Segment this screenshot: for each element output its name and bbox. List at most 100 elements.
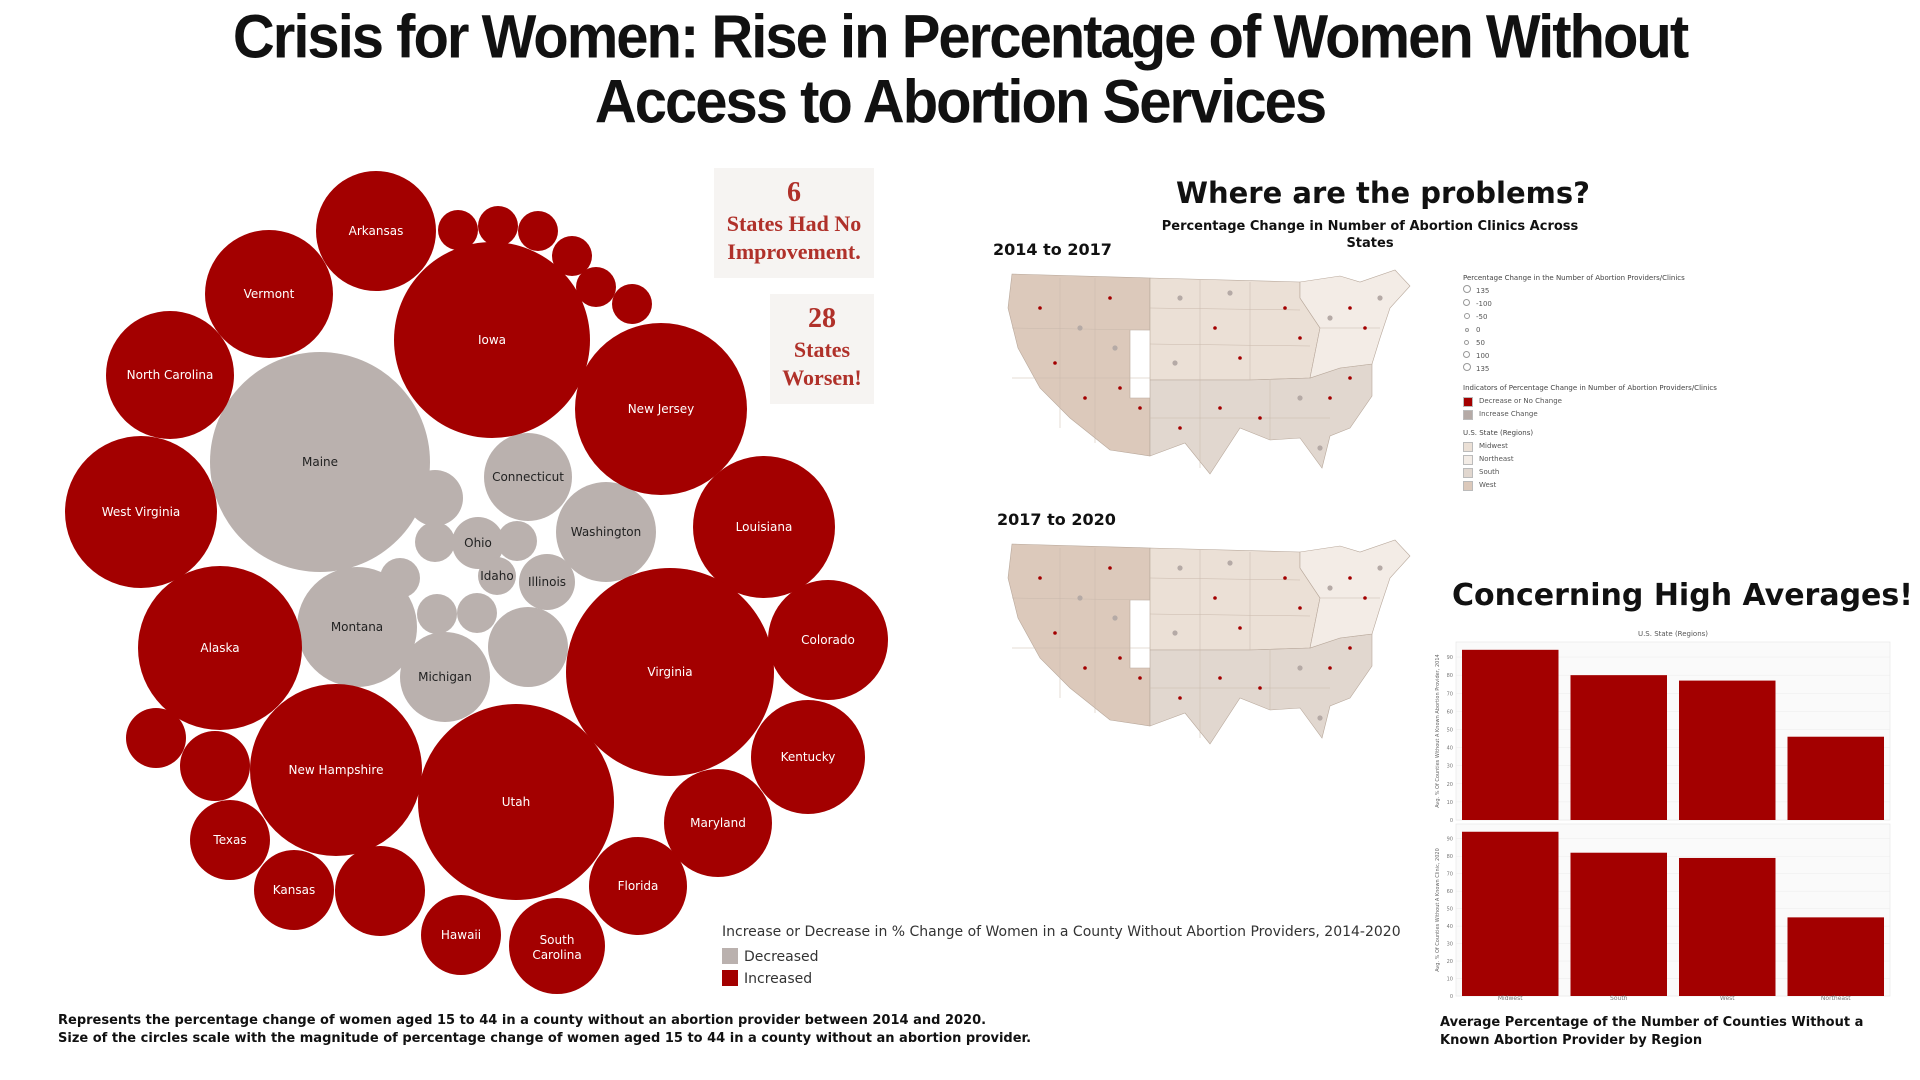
bar-caption-text: Average Percentage of the Number of Coun… xyxy=(1440,1015,1864,1048)
bubble-label: Virginia xyxy=(647,665,692,679)
stat-text: States Had No xyxy=(726,211,862,236)
clinic-marker xyxy=(1283,306,1287,310)
size-label: 50 xyxy=(1476,339,1485,347)
bubble-label: Maine xyxy=(302,455,338,469)
y-tick-label: 40 xyxy=(1447,746,1453,752)
bar xyxy=(1462,831,1559,996)
legend-label: Increase Change xyxy=(1479,410,1538,418)
legend-increased: Increased xyxy=(722,970,812,987)
size-dot xyxy=(1463,285,1471,298)
clinic-marker xyxy=(1258,686,1262,690)
bubble-footnote: Represents the percentage change of wome… xyxy=(58,1012,1031,1048)
bubble-circle xyxy=(497,521,537,561)
bubble xyxy=(407,470,463,526)
legend-swatch xyxy=(1463,467,1473,478)
stat-number: 6 xyxy=(787,177,801,208)
map-legend-decrease: Decrease or No Change xyxy=(1463,395,1717,408)
bubble-circle xyxy=(138,566,302,730)
bubble-circle xyxy=(65,436,217,588)
bubble-circle xyxy=(452,517,504,569)
bar xyxy=(1787,917,1884,996)
bubble xyxy=(335,846,425,936)
clinic-marker xyxy=(1283,576,1287,580)
clinic-marker xyxy=(1118,386,1122,390)
bubble-label: Iowa xyxy=(478,333,506,347)
bubble-circle xyxy=(417,594,457,634)
bubble-circle xyxy=(316,171,436,291)
bubble-circle xyxy=(664,769,772,877)
bubble-label: Utah xyxy=(502,795,530,809)
bubble-label: Washington xyxy=(571,525,642,539)
clinic-marker xyxy=(1213,326,1217,330)
clinic-marker xyxy=(1038,306,1042,310)
bubble-label: Kansas xyxy=(273,883,315,897)
bubble-circle xyxy=(394,242,590,438)
map-legend-region-title: U.S. State (Regions) xyxy=(1463,429,1534,437)
bubble: Washington xyxy=(556,482,656,582)
y-tick-label: 10 xyxy=(1447,977,1453,983)
bubble-circle xyxy=(751,700,865,814)
stat-no-improvement: 6 States Had No Improvement. xyxy=(714,168,874,278)
bubble xyxy=(126,708,186,768)
legend-label: Northeast xyxy=(1479,455,1514,463)
bubble xyxy=(612,284,652,324)
bubble-label: New Jersey xyxy=(628,402,695,416)
clinic-marker xyxy=(1177,295,1183,301)
bubble-circle xyxy=(509,898,605,994)
bubble: Texas xyxy=(190,800,270,880)
bubble-circle xyxy=(566,568,774,776)
clinic-marker xyxy=(1178,426,1182,430)
size-dot xyxy=(1463,337,1470,350)
bubble: Ohio xyxy=(452,517,504,569)
title-line-1: Crisis for Women: Rise in Percentage of … xyxy=(232,2,1689,72)
bubble-circle xyxy=(552,236,592,276)
clinic-marker xyxy=(1172,630,1178,636)
bubble-circle xyxy=(400,632,490,722)
size-legend-item: 0 xyxy=(1463,324,1717,337)
clinic-marker xyxy=(1297,665,1303,671)
state-border xyxy=(1149,307,1301,311)
state-border xyxy=(1149,613,1311,617)
bubble-label: Alaska xyxy=(200,641,239,655)
bubble-label: Kentucky xyxy=(781,750,836,764)
map-legend-size-title: Percentage Change in the Number of Abort… xyxy=(1463,274,1685,282)
bar xyxy=(1570,852,1667,996)
bubble-circle xyxy=(106,311,234,439)
legend-swatch xyxy=(1463,441,1473,452)
bubble: Idaho xyxy=(478,557,516,595)
bubble-circle xyxy=(190,800,270,880)
bubble: South Carolina xyxy=(509,898,605,994)
bubble-circle xyxy=(438,210,478,250)
clinic-marker xyxy=(1348,646,1352,650)
clinic-marker xyxy=(1108,566,1112,570)
bubble: Hawaii xyxy=(421,895,501,975)
bar-chart-header: U.S. State (Regions) xyxy=(1638,630,1708,638)
clinic-marker xyxy=(1053,361,1057,365)
stat-text: Improvement. xyxy=(727,239,861,264)
bubble-label: South Carolina xyxy=(532,933,581,962)
y-tick-label: 70 xyxy=(1447,872,1453,878)
map-legend-size-list: 135 -100 -50 0 50 100 135 xyxy=(1463,285,1717,376)
y-tick-label: 90 xyxy=(1447,655,1453,661)
bubble-circle xyxy=(418,704,614,900)
state-border xyxy=(1149,343,1311,347)
bubble-circle xyxy=(297,567,417,687)
y-tick-label: 10 xyxy=(1447,800,1453,806)
bar-chart-caption: Average Percentage of the Number of Coun… xyxy=(1440,1014,1870,1050)
bubble xyxy=(417,594,457,634)
us-map-2017-2020 xyxy=(1007,539,1411,745)
legend-swatch xyxy=(1463,396,1473,407)
bubble-circle xyxy=(457,593,497,633)
clinic-marker xyxy=(1108,296,1112,300)
bubble-circle xyxy=(575,323,747,495)
page-title: Crisis for Women: Rise in Percentage of … xyxy=(0,2,1920,135)
map-legend-south: South xyxy=(1463,466,1717,479)
size-label: 0 xyxy=(1476,326,1481,334)
bubble xyxy=(457,593,497,633)
bubble-label: Arkansas xyxy=(349,224,404,238)
clinic-marker xyxy=(1177,565,1183,571)
clinic-marker xyxy=(1363,326,1367,330)
y-tick-label: 90 xyxy=(1447,837,1453,843)
bubble: Virginia xyxy=(566,568,774,776)
